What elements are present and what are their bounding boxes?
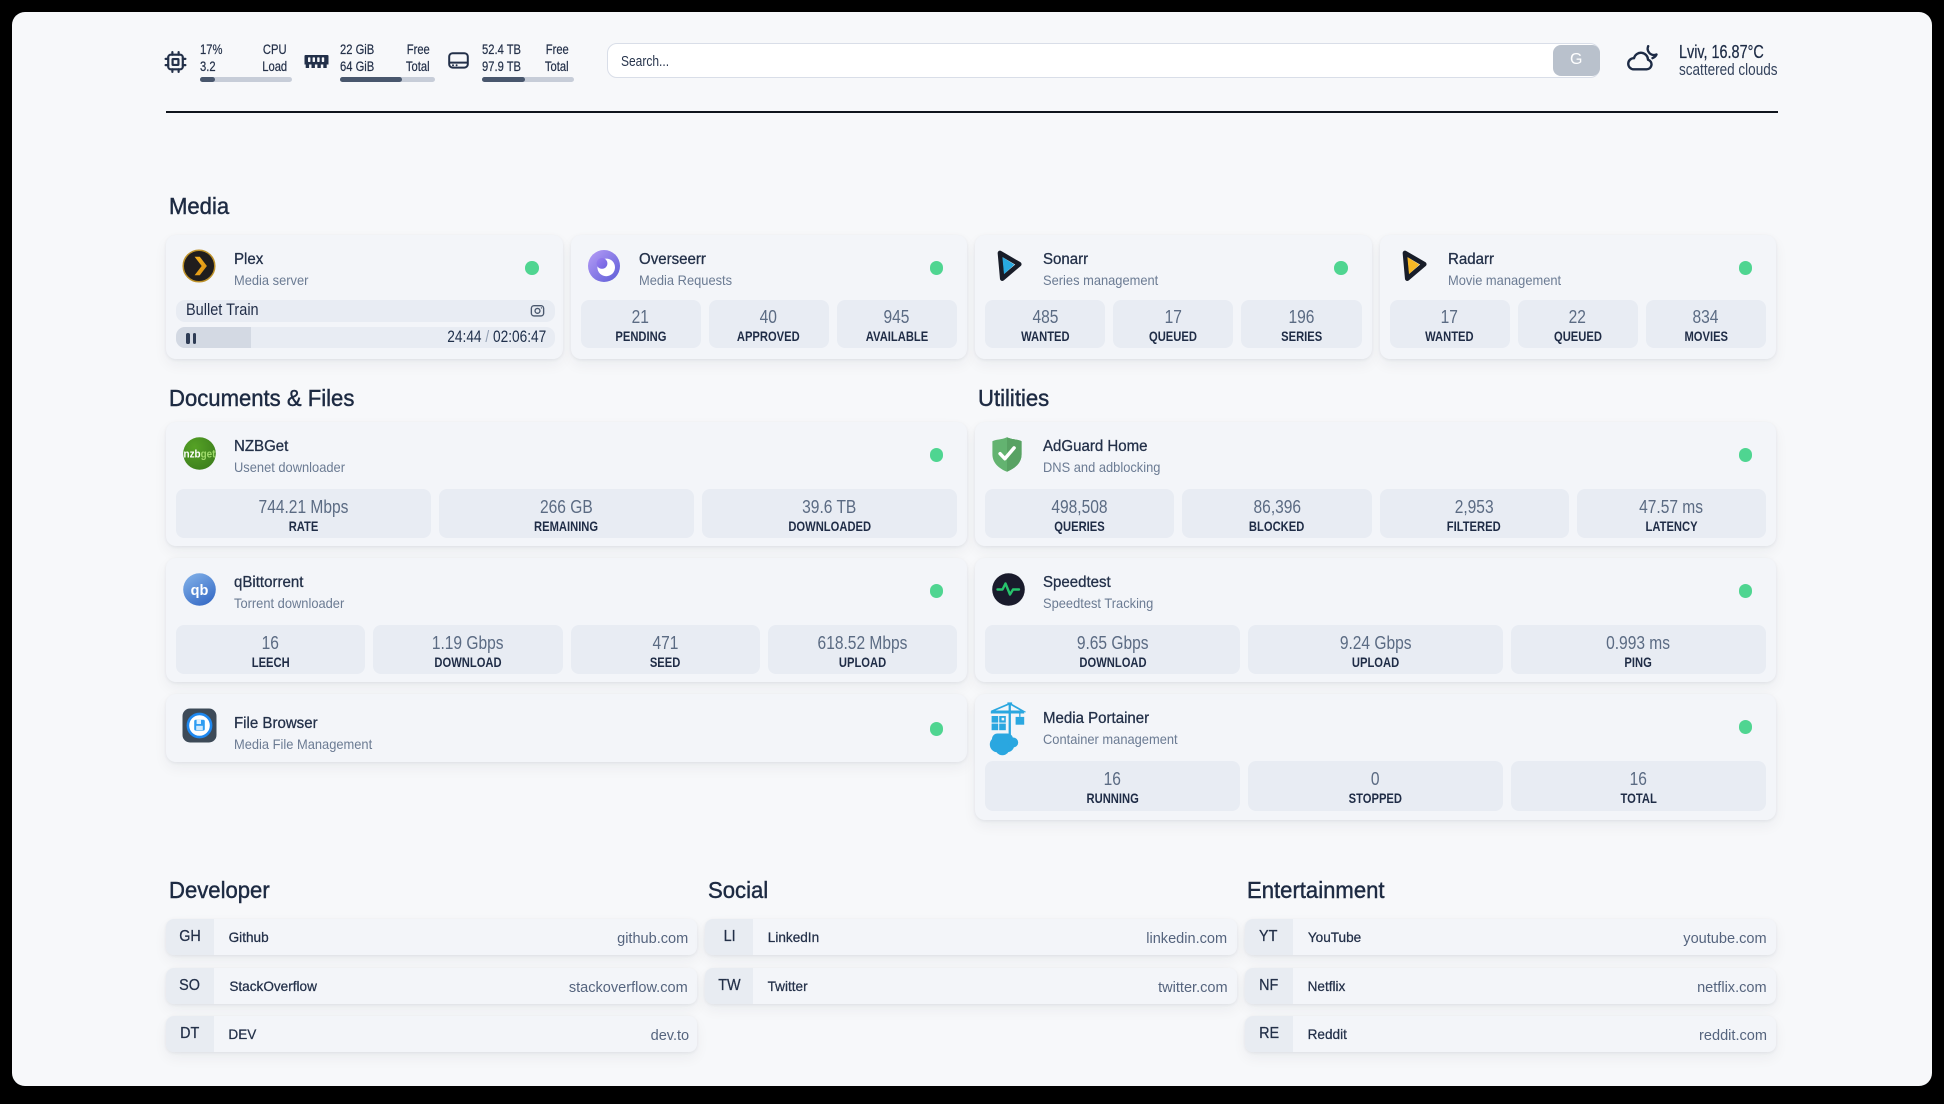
svg-text:nzbget: nzbget [184, 449, 216, 460]
svg-text:qb: qb [191, 583, 209, 599]
